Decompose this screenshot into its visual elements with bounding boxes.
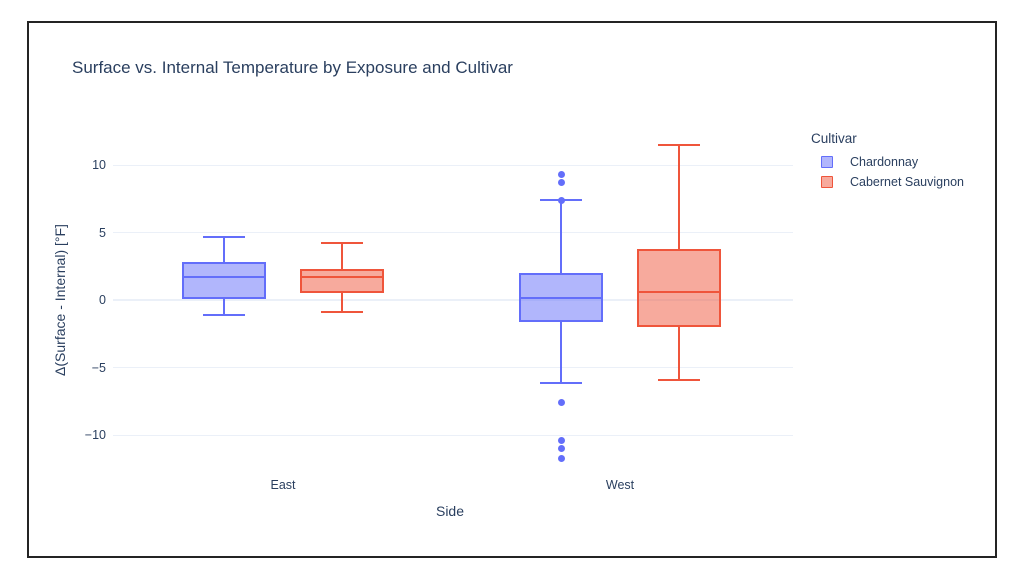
gridline bbox=[113, 164, 793, 166]
box-whisker-cap-lower bbox=[321, 311, 363, 314]
legend-item-label: Cabernet Sauvignon bbox=[850, 175, 964, 189]
legend-item-chardonnay[interactable]: Chardonnay bbox=[811, 152, 964, 172]
legend-item-label: Chardonnay bbox=[850, 155, 919, 169]
median-line bbox=[639, 291, 719, 293]
legend: Cultivar Chardonnay Cabernet Sauvignon bbox=[811, 131, 964, 189]
x-axis-title: Side bbox=[435, 503, 465, 519]
legend-title: Cultivar bbox=[811, 131, 857, 146]
y-tick-label: −10 bbox=[84, 428, 106, 443]
box-whisker-cap-upper bbox=[203, 235, 245, 238]
box-whisker-upper bbox=[678, 144, 680, 249]
box[interactable] bbox=[182, 262, 266, 299]
y-tick-label: −5 bbox=[91, 360, 106, 375]
box-whisker-lower bbox=[341, 293, 343, 313]
outlier-point[interactable] bbox=[557, 171, 565, 179]
median-line bbox=[521, 296, 601, 299]
legend-swatch-icon bbox=[821, 176, 833, 188]
box-whisker-cap-lower bbox=[540, 381, 582, 384]
y-tick-label: 5 bbox=[99, 225, 106, 240]
gridline bbox=[113, 232, 793, 234]
outlier-point[interactable] bbox=[557, 179, 565, 187]
legend-items: Chardonnay Cabernet Sauvignon bbox=[811, 152, 964, 192]
gridline bbox=[113, 299, 793, 302]
legend-swatch-icon bbox=[821, 156, 833, 168]
box-whisker-lower bbox=[223, 298, 225, 315]
gridline bbox=[113, 434, 793, 436]
box-whisker-upper bbox=[223, 236, 225, 263]
box-whisker-lower bbox=[678, 327, 680, 380]
x-tick-label: East bbox=[270, 478, 296, 492]
median-line bbox=[302, 276, 382, 279]
box-whisker-upper bbox=[341, 243, 343, 270]
y-tick-label: 0 bbox=[99, 293, 106, 308]
x-tick-label: West bbox=[605, 478, 635, 492]
box-whisker-upper bbox=[560, 200, 562, 274]
y-tick-label: 10 bbox=[92, 158, 106, 173]
box[interactable] bbox=[300, 269, 384, 294]
chart-title: Surface vs. Internal Temperature by Expo… bbox=[72, 58, 513, 77]
gridline bbox=[113, 367, 793, 369]
box-whisker-lower bbox=[560, 321, 562, 383]
box[interactable] bbox=[637, 248, 721, 328]
box-whisker-cap-lower bbox=[203, 314, 245, 316]
outlier-point[interactable] bbox=[557, 437, 565, 445]
median-line bbox=[184, 276, 264, 279]
outlier-point[interactable] bbox=[557, 454, 565, 462]
box-whisker-cap-upper bbox=[658, 143, 700, 146]
legend-item-cabernet-sauvignon[interactable]: Cabernet Sauvignon bbox=[811, 172, 964, 192]
box-whisker-cap-lower bbox=[658, 378, 700, 381]
outlier-point[interactable] bbox=[557, 445, 565, 453]
box-whisker-cap-upper bbox=[321, 242, 363, 245]
outlier-point[interactable] bbox=[557, 399, 565, 407]
outlier-point[interactable] bbox=[557, 196, 565, 204]
